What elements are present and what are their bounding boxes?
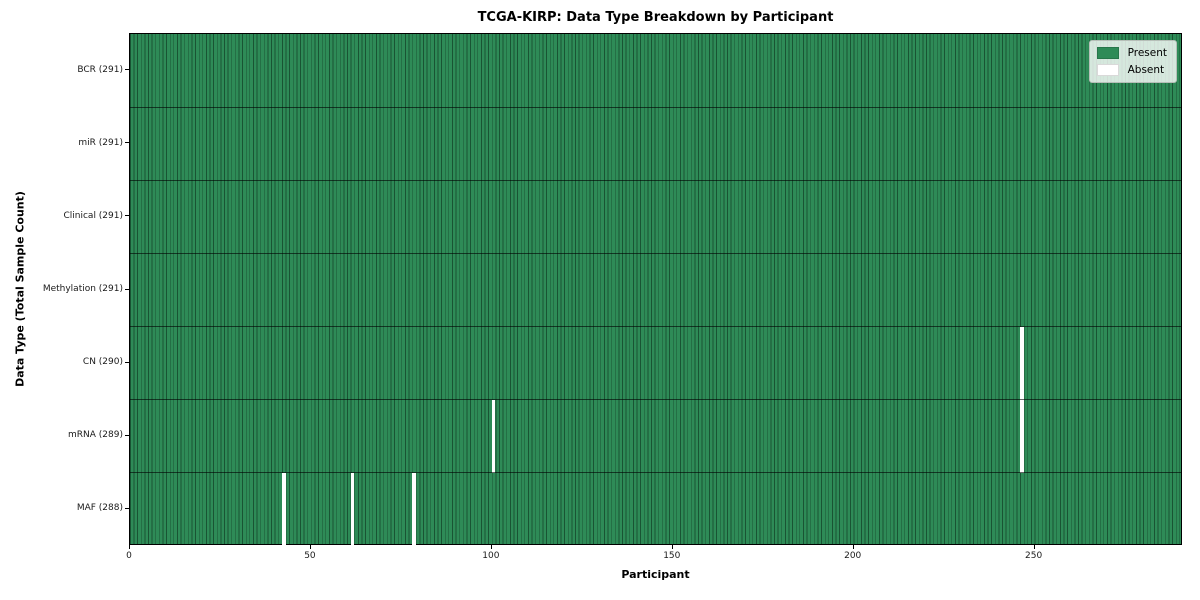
absent-cell-MAF-61 bbox=[350, 472, 355, 546]
legend-label: Absent bbox=[1127, 64, 1165, 76]
chart-title: TCGA-KIRP: Data Type Breakdown by Partic… bbox=[477, 10, 834, 25]
row-separator bbox=[130, 399, 1181, 401]
xtick-mark bbox=[309, 545, 311, 549]
row-separator bbox=[130, 472, 1181, 474]
xtick-label-50: 50 bbox=[304, 551, 316, 561]
absent-cell-mRNA-246 bbox=[1020, 399, 1024, 473]
ytick-label-mRNA: mRNA (289) bbox=[68, 430, 123, 441]
row-separator bbox=[130, 179, 1181, 181]
ytick-mark bbox=[125, 215, 129, 217]
ytick-label-Clinical: Clinical (291) bbox=[63, 210, 123, 221]
plot-area: Present Absent bbox=[129, 33, 1182, 546]
xtick-mark bbox=[1033, 545, 1035, 549]
row-separator bbox=[130, 326, 1181, 328]
xtick-label-100: 100 bbox=[482, 551, 500, 561]
ytick-mark bbox=[125, 361, 129, 363]
ytick-label-miR: miR (291) bbox=[78, 137, 123, 148]
ytick-label-Methylation: Methylation (291) bbox=[42, 284, 123, 294]
ytick-mark bbox=[125, 507, 129, 509]
xtick-label-0: 0 bbox=[126, 551, 132, 561]
absent-cell-mRNA-100 bbox=[491, 399, 496, 473]
absent-cell-CN-246 bbox=[1020, 326, 1024, 400]
ytick-mark bbox=[125, 434, 129, 436]
ytick-label-BCR: BCR (291) bbox=[77, 64, 123, 75]
xtick-label-150: 150 bbox=[663, 551, 681, 561]
legend-swatch-absent bbox=[1096, 64, 1119, 76]
x-axis-label: Participant bbox=[621, 568, 690, 581]
xtick-mark bbox=[852, 545, 854, 549]
legend: Present Absent bbox=[1088, 40, 1177, 83]
legend-item-present: Present bbox=[1096, 47, 1167, 59]
row-separator bbox=[130, 252, 1181, 254]
absent-cell-MAF-78 bbox=[412, 472, 416, 546]
ytick-mark bbox=[125, 288, 129, 290]
legend-swatch-present bbox=[1096, 47, 1119, 59]
ytick-label-MAF: MAF (288) bbox=[76, 503, 123, 514]
row-separator bbox=[130, 106, 1181, 108]
xtick-label-250: 250 bbox=[1025, 551, 1043, 561]
xtick-mark bbox=[671, 545, 673, 549]
ytick-mark bbox=[125, 142, 129, 144]
ytick-label-CN: CN (290) bbox=[82, 357, 123, 368]
xtick-label-200: 200 bbox=[844, 551, 862, 561]
absent-cell-MAF-42 bbox=[281, 472, 286, 546]
xtick-mark bbox=[490, 545, 492, 549]
ytick-mark bbox=[125, 69, 129, 71]
legend-label: Present bbox=[1127, 47, 1167, 59]
legend-item-absent: Absent bbox=[1096, 64, 1167, 76]
xtick-mark bbox=[129, 545, 130, 549]
y-axis-label: Data Type (Total Sample Count) bbox=[13, 191, 27, 387]
